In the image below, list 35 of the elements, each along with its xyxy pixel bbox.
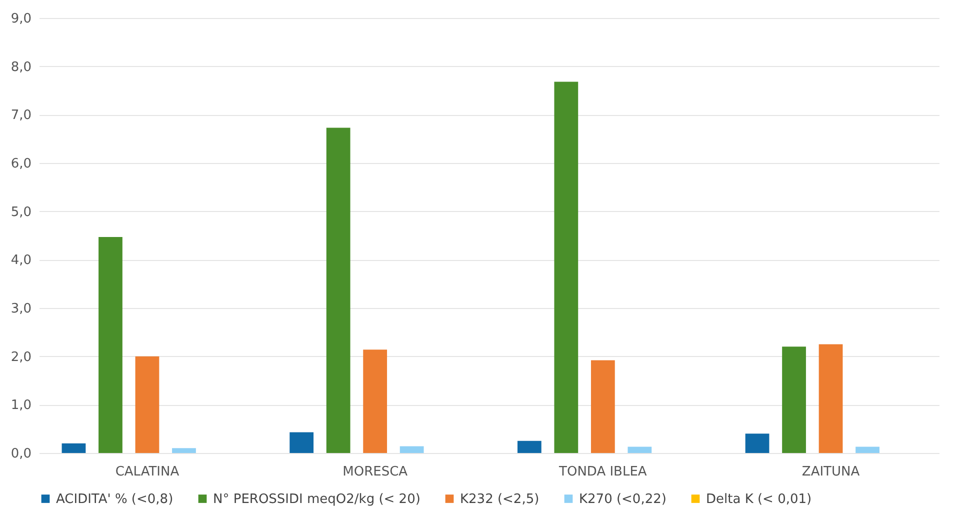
y-tick-label: 6,0	[10, 156, 32, 172]
y-tick-label: 7,0	[10, 108, 32, 124]
bar	[628, 446, 652, 453]
bar	[172, 448, 196, 453]
y-tick-label: 3,0	[10, 302, 32, 316]
legend-label: K232 (<2,5)	[460, 492, 540, 507]
bar	[818, 344, 843, 453]
legend-label: ACIDITA' % (<0,8)	[56, 492, 174, 507]
x-tick-label: MORESCA	[342, 464, 408, 480]
bar	[290, 432, 314, 453]
bar	[326, 128, 350, 453]
y-tick-label: 4,0	[10, 253, 32, 268]
legend-label: K270 (<0,22)	[579, 492, 666, 507]
bar	[98, 236, 122, 453]
bar	[135, 356, 160, 453]
y-tick-label: 9,0	[10, 12, 32, 26]
bar	[590, 360, 615, 453]
y-tick-label: 0,0	[10, 446, 32, 462]
bar	[782, 346, 806, 453]
bar	[400, 446, 424, 453]
y-tick-label: 8,0	[10, 60, 32, 75]
bar	[363, 350, 388, 453]
bar	[554, 82, 578, 453]
y-tick-label: 5,0	[10, 204, 32, 220]
bar	[745, 434, 770, 453]
bar	[62, 443, 86, 453]
legend-label: N° PEROSSIDI meqO2/kg (< 20)	[213, 492, 420, 507]
y-tick-label: 1,0	[10, 398, 32, 414]
bar	[856, 446, 880, 453]
legend-label: Delta K (< 0,01)	[706, 492, 812, 507]
x-tick-label: TONDA IBLEA	[558, 464, 647, 480]
y-tick-label: 2,0	[10, 350, 32, 365]
x-tick-label: CALATINA	[115, 464, 180, 480]
bar	[517, 440, 542, 453]
x-tick-label: ZAITUNA	[802, 464, 860, 480]
